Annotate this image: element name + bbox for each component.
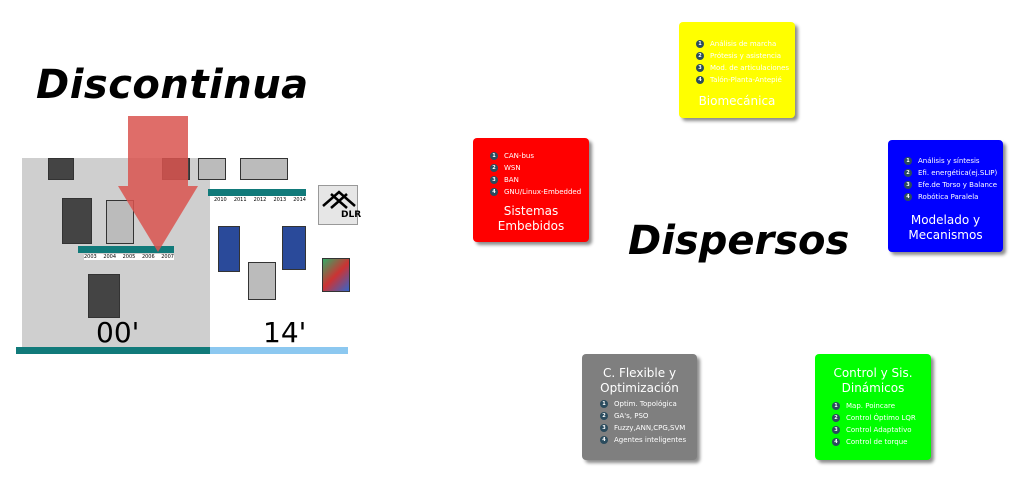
number-3-icon: 3 (696, 64, 704, 72)
list-item: 3 Control Adaptativo (832, 426, 916, 434)
control-box: Control y Sis. Dinámicos 1 Map. Poincare … (815, 354, 931, 460)
dlr-emblem-icon (322, 190, 356, 209)
timeline-year: 2013 (273, 197, 287, 203)
number-1-icon: 1 (696, 40, 704, 48)
number-2-icon: 2 (904, 169, 912, 177)
robot-photo (62, 198, 96, 248)
list-item: 1 Map. Poincare (832, 402, 916, 410)
timeline-year: 2011 (233, 197, 247, 203)
flexible-list: 1 Optim. Topológica 2 GA's, PSO 3 Fuzzy,ANN… (600, 400, 686, 448)
list-item: 1 CAN-bus (490, 152, 581, 160)
dlr-logo: DLR (318, 185, 362, 229)
embebidos-title: Sistemas Embebidos (497, 204, 565, 233)
year-end-label: 14' (263, 316, 307, 349)
number-4-icon: 4 (600, 436, 608, 444)
number-1-icon: 1 (832, 402, 840, 410)
control-list: 1 Map. Poincare 2 Control Óptimo LQR 3 Cont… (832, 402, 916, 450)
year-start-label: 00' (96, 316, 140, 349)
robot-photo (282, 226, 310, 274)
list-item: 2 Prótesis y asistencia (696, 52, 789, 60)
timeline-year: 2007 (161, 254, 174, 260)
number-3-icon: 3 (832, 426, 840, 434)
list-item: 4 Agentes inteligentes (600, 436, 686, 444)
modelado-title: Modelado y Mecanismos (908, 213, 983, 242)
embebidos-list: 1 CAN-bus 2 WSN 3 BAN 4 GNU/Linux-Embedded (490, 152, 581, 200)
list-item: 2 Efi. energética(ej.SLIP) (904, 169, 997, 177)
timeline-bar-recent (210, 347, 348, 354)
list-item: 3 BAN (490, 176, 581, 184)
robot-photo (218, 226, 244, 276)
timeline-years: 2003 2004 2005 2006 2007 (84, 254, 174, 260)
list-item: 4 Robótica Paralela (904, 193, 997, 201)
flexible-box: C. Flexible y Optimización 1 Optim. Topol… (582, 354, 697, 460)
robot-photo (248, 262, 280, 304)
list-item: 1 Análisis y síntesis (904, 157, 997, 165)
number-4-icon: 4 (696, 76, 704, 84)
list-item: 2 GA's, PSO (600, 412, 686, 420)
list-item: 3 Mod. de articulaciones (696, 64, 789, 72)
timeline-year: 2014 (293, 197, 306, 203)
number-3-icon: 3 (490, 176, 498, 184)
biomecanica-list: 1 Análisis de marcha 2 Prótesis y asistenc… (696, 40, 789, 88)
number-2-icon: 2 (696, 52, 704, 60)
list-item: 3 Fuzzy,ANN,CPG,SVM (600, 424, 686, 432)
robot-photo (240, 158, 292, 184)
timeline-years: 2010 2011 2012 2013 2014 (214, 197, 306, 203)
red-arrow-head-icon (118, 186, 198, 252)
timeline-year: 2003 (84, 254, 97, 260)
red-arrow-icon (128, 116, 188, 186)
dispersos-title: Dispersos (628, 218, 850, 264)
number-2-icon: 2 (490, 164, 498, 172)
list-item: 2 Control Óptimo LQR (832, 414, 916, 422)
robot-photo (322, 258, 354, 296)
list-item: 4 GNU/Linux-Embedded (490, 188, 581, 196)
flexible-title: C. Flexible y Optimización (600, 366, 679, 395)
timeline-bar-past (16, 347, 210, 354)
timeline-year: 2005 (122, 254, 136, 260)
timeline-year: 2004 (103, 254, 117, 260)
number-4-icon: 4 (490, 188, 498, 196)
modelado-list: 1 Análisis y síntesis 2 Efi. energética(ej… (904, 157, 997, 205)
list-item: 1 Análisis de marcha (696, 40, 789, 48)
biomecanica-box: 1 Análisis de marcha 2 Prótesis y asistenc… (679, 22, 795, 118)
robot-photo (88, 274, 124, 322)
number-3-icon: 3 (600, 424, 608, 432)
modelado-box: 1 Análisis y síntesis 2 Efi. energética(ej… (888, 140, 1003, 252)
discontinua-title: Discontinua (36, 62, 309, 108)
list-item: 4 Talón-Planta-Antepié (696, 76, 789, 84)
number-4-icon: 4 (832, 438, 840, 446)
number-2-icon: 2 (600, 412, 608, 420)
robot-photo (198, 158, 230, 184)
list-item: 3 Efe.de Torso y Balance (904, 181, 997, 189)
number-1-icon: 1 (904, 157, 912, 165)
biomecanica-title: Biomecánica (698, 94, 776, 108)
number-4-icon: 4 (904, 193, 912, 201)
dlr-logo-text: DLR (341, 210, 362, 220)
number-1-icon: 1 (600, 400, 608, 408)
control-title: Control y Sis. Dinámicos (833, 366, 913, 395)
list-item: 4 Control de torque (832, 438, 916, 446)
timeline-year: 2010 (214, 197, 227, 203)
timeline-year: 2012 (253, 197, 267, 203)
timeline-strip (208, 189, 306, 196)
number-2-icon: 2 (832, 414, 840, 422)
robot-photo (48, 158, 78, 184)
number-3-icon: 3 (904, 181, 912, 189)
embebidos-box: 1 CAN-bus 2 WSN 3 BAN 4 GNU/Linux-Embedded S… (473, 138, 589, 242)
list-item: 1 Optim. Topológica (600, 400, 686, 408)
number-1-icon: 1 (490, 152, 498, 160)
list-item: 2 WSN (490, 164, 581, 172)
timeline-year: 2006 (141, 254, 155, 260)
